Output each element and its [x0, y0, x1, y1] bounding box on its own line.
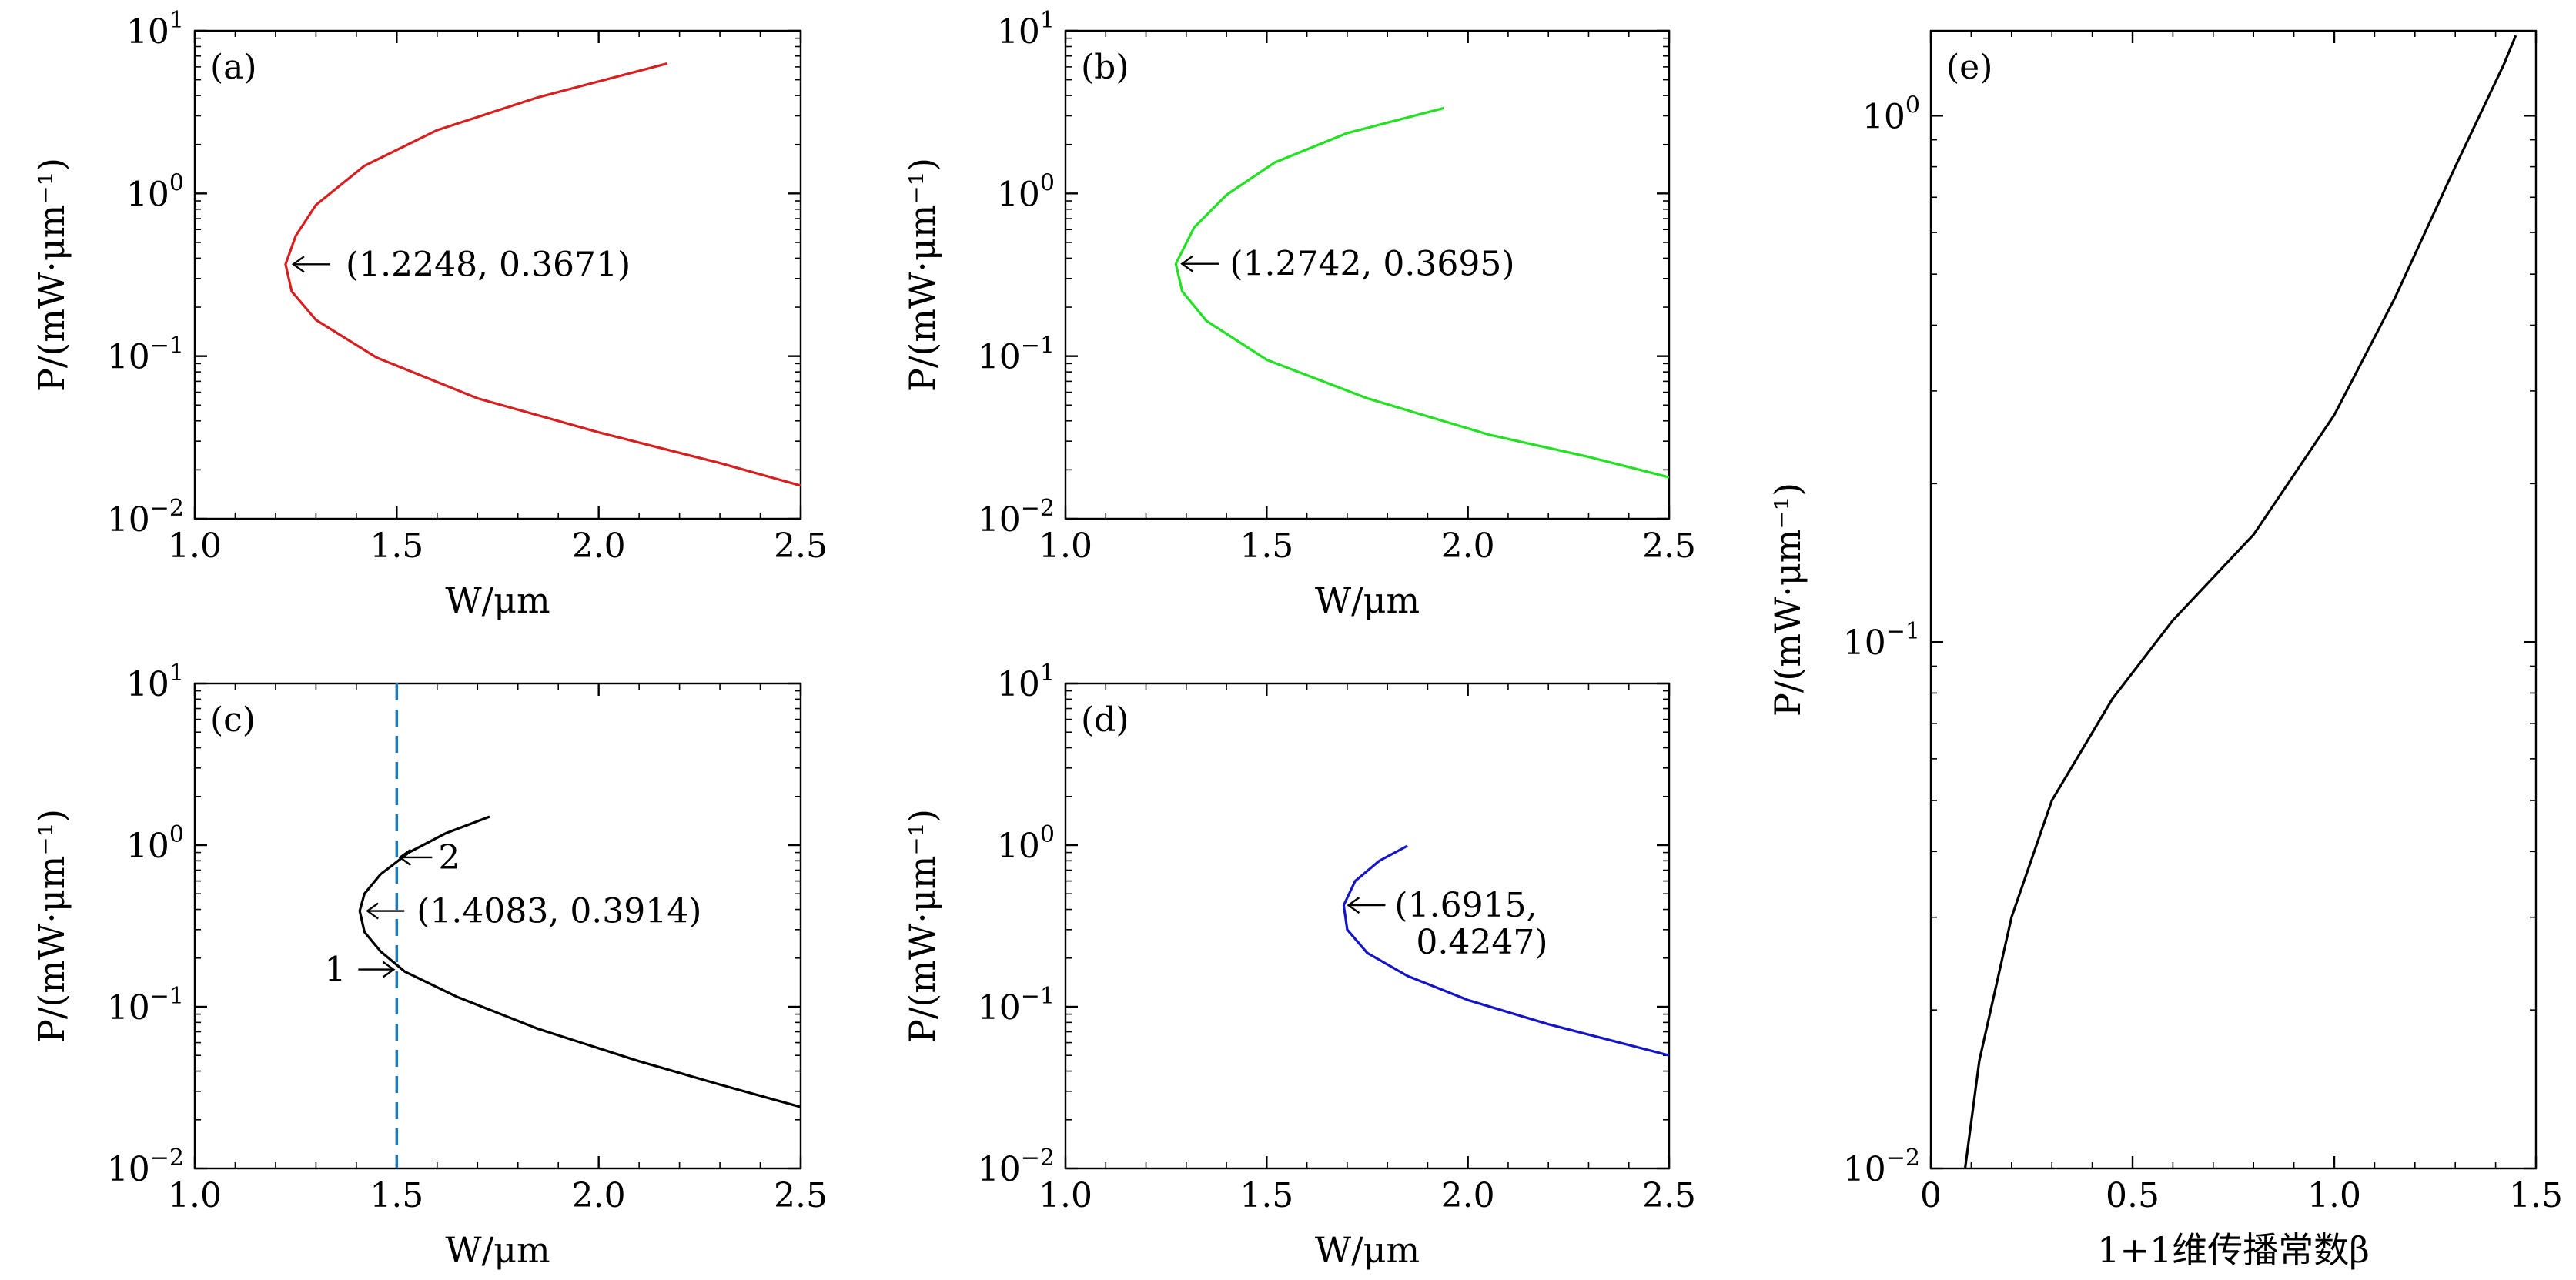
annotation: (1.2742, 0.3695)	[1180, 245, 1515, 284]
x-tick-label: 2.5	[774, 526, 828, 566]
y-tick-label: 10−1	[107, 333, 184, 377]
y-tick-label: 100	[997, 169, 1055, 214]
annotation-text: 1	[324, 951, 346, 990]
x-axis-label: W/μm	[1315, 1229, 1420, 1271]
y-tick-label: 101	[126, 7, 184, 52]
x-tick-label: 1.5	[1239, 1176, 1293, 1215]
annotation-text: (1.2248, 0.3671)	[346, 245, 631, 284]
annotation-text: 2	[438, 838, 460, 877]
y-tick-label: 101	[997, 660, 1055, 704]
plot-frame	[1064, 682, 1671, 1170]
y-axis-label: P/(mW·μm⁻¹)	[31, 809, 72, 1043]
y-tick-label: 100	[126, 169, 184, 214]
annotation: (1.4083, 0.3914)	[366, 892, 701, 931]
annotation-arrowhead	[291, 256, 305, 273]
x-tick-label: 1.5	[370, 526, 423, 566]
y-tick-label: 100	[997, 821, 1055, 866]
annotation-text: (1.2742, 0.3695)	[1229, 245, 1514, 284]
x-tick-label: 0	[1920, 1176, 1942, 1215]
panel-label: (c)	[210, 700, 256, 740]
panel-label: (e)	[1946, 48, 1992, 87]
annotation: (1.2248, 0.3671)	[291, 245, 631, 284]
x-tick-label: 2.0	[1441, 526, 1495, 566]
panel-e: 0 0.5 1.0 1.5 10−2 10−1 100 1+1维传播常数β P/(mW·μm⁻¹…	[1767, 29, 2563, 1271]
x-tick-label: 1.0	[2307, 1176, 2361, 1215]
y-tick-label: 10−2	[978, 495, 1055, 540]
annotation-arrowhead	[366, 902, 379, 920]
y-axis-label: P/(mW·μm⁻¹)	[1767, 483, 1808, 717]
x-axis-label: W/μm	[445, 1229, 550, 1271]
plot-frame	[1064, 29, 1671, 520]
x-tick-label: 2.5	[1642, 1176, 1696, 1215]
x-tick-label: 1.0	[1039, 526, 1092, 566]
panel-c: 1.0 1.5 2.0 2.5 10−2 10−1 100 101 W/μm P/(mW·μm⁻¹…	[31, 660, 828, 1271]
x-tick-label: 1.0	[168, 526, 222, 566]
panel-d: 1.0 1.5 2.0 2.5 10−2 10−1 100 101 W/μm P/(mW·μm⁻¹…	[902, 660, 1696, 1271]
series-line	[1174, 106, 1669, 479]
x-axis-label: W/μm	[445, 580, 550, 621]
panel-label: (d)	[1081, 700, 1129, 740]
y-tick-label: 100	[1862, 92, 1920, 136]
x-tick-label: 1.5	[2509, 1176, 2563, 1215]
annotation-arrowhead	[1180, 255, 1194, 272]
y-tick-label: 10−2	[107, 1145, 184, 1189]
annotation: 2	[398, 838, 460, 877]
y-tick-label: 101	[997, 7, 1055, 52]
x-tick-label: 2.5	[774, 1176, 828, 1215]
y-tick-label: 101	[126, 660, 184, 704]
x-tick-label: 2.5	[1642, 526, 1696, 566]
series-line	[1342, 844, 1669, 1057]
x-tick-label: 1.0	[1039, 1176, 1092, 1215]
panel-label: (a)	[210, 48, 257, 87]
x-axis-label: 1+1维传播常数β	[2097, 1229, 2370, 1271]
annotation: 1	[324, 951, 396, 990]
x-tick-label: 2.0	[1441, 1176, 1495, 1215]
panel-b: 1.0 1.5 2.0 2.5 10−2 10−1 100 101 W/μm P/(mW·μm⁻¹…	[902, 7, 1696, 621]
plot-frame	[1929, 29, 2538, 1170]
y-tick-label: 10−2	[1843, 1145, 1920, 1189]
series-line	[358, 815, 801, 1108]
annotation-arrowhead	[398, 848, 412, 866]
panel-a: 1.0 1.5 2.0 2.5 10−2 10−1 100 101 W/μm P/(mW·μm⁻¹…	[31, 7, 828, 621]
series-line	[284, 62, 801, 487]
x-tick-label: 2.0	[572, 1176, 626, 1215]
series-line	[1963, 35, 2517, 1168]
x-axis-label: W/μm	[1315, 580, 1420, 621]
y-tick-label: 100	[126, 821, 184, 866]
y-tick-label: 10−2	[107, 495, 184, 540]
y-tick-label: 10−1	[107, 983, 184, 1028]
annotation-arrowhead	[382, 961, 396, 978]
x-tick-label: 2.0	[572, 526, 626, 566]
annotation-text: (1.4083, 0.3914)	[417, 892, 701, 931]
y-axis-label: P/(mW·μm⁻¹)	[902, 158, 943, 392]
x-tick-label: 1.0	[168, 1176, 222, 1215]
y-tick-label: 10−1	[978, 983, 1055, 1028]
annotation-text: (1.6915,	[1394, 886, 1537, 925]
annotation-arrowhead	[1347, 897, 1360, 914]
x-tick-label: 1.5	[1239, 526, 1293, 566]
x-tick-label: 0.5	[2106, 1176, 2159, 1215]
annotation-text-line2: 0.4247)	[1416, 923, 1547, 962]
y-tick-label: 10−1	[978, 333, 1055, 377]
panel-label: (b)	[1081, 48, 1129, 87]
y-tick-label: 10−1	[1843, 618, 1920, 663]
annotation: (1.6915,0.4247)	[1347, 886, 1548, 962]
x-tick-label: 1.5	[370, 1176, 423, 1215]
y-axis-label: P/(mW·μm⁻¹)	[902, 809, 943, 1043]
plot-frame	[193, 29, 802, 520]
plot-frame	[193, 682, 802, 1170]
y-axis-label: P/(mW·μm⁻¹)	[31, 158, 72, 392]
y-tick-label: 10−2	[978, 1145, 1055, 1189]
